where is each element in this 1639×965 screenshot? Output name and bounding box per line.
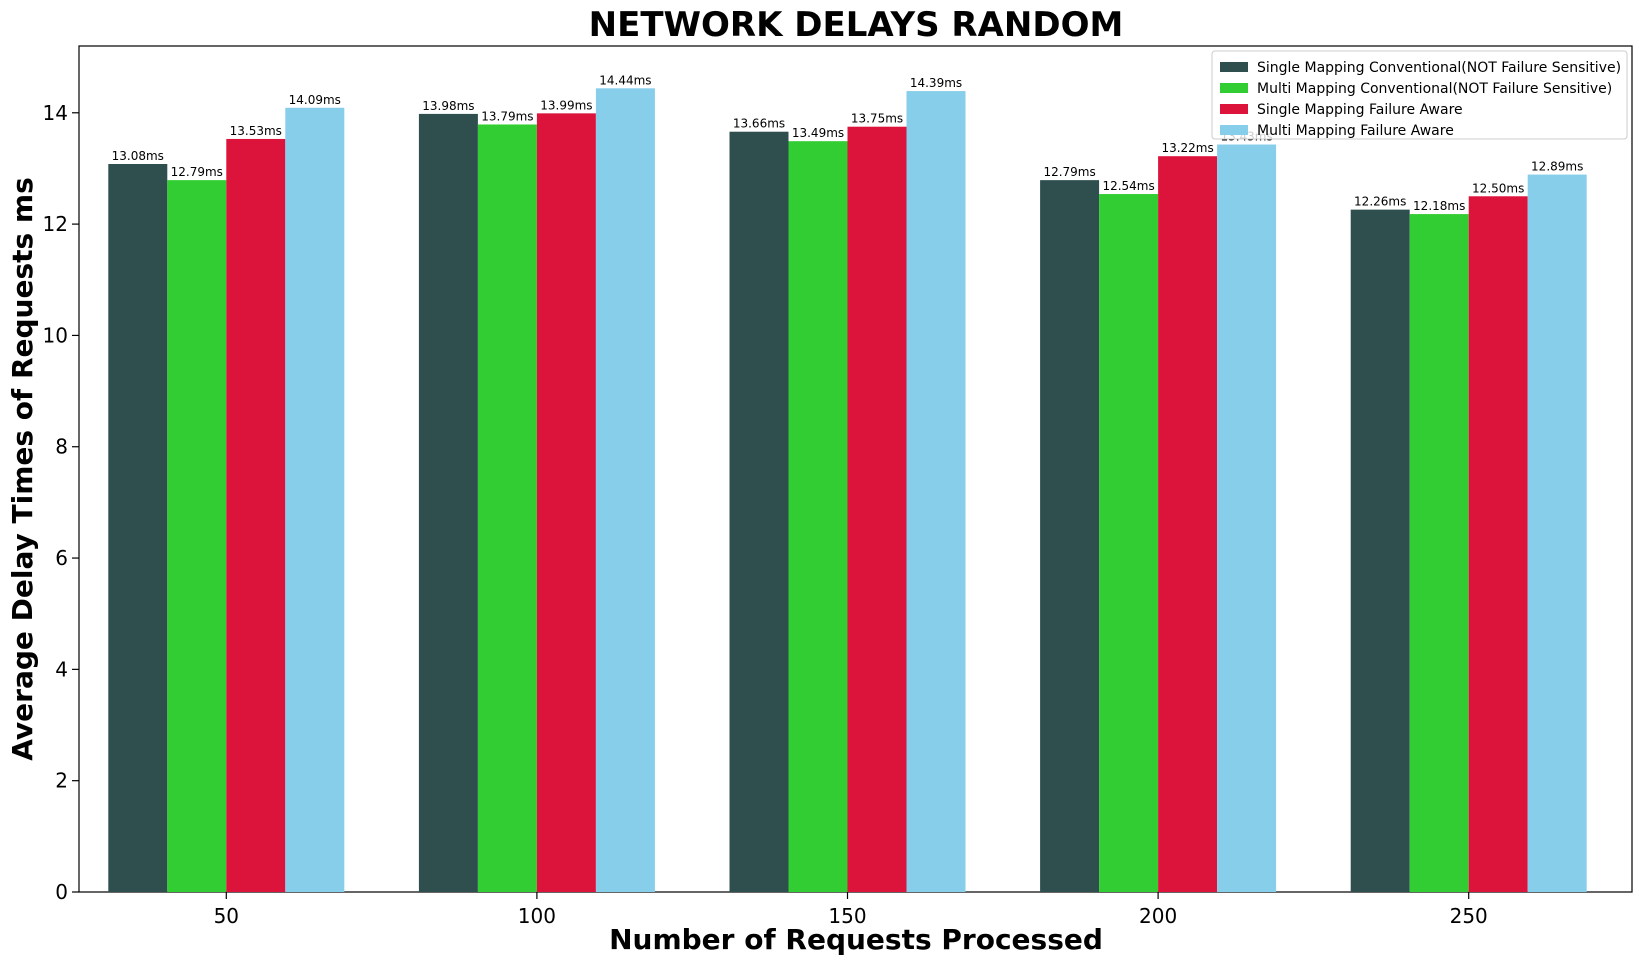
bar-series-3-150 [847, 126, 907, 892]
bar-series-4-50 [285, 107, 345, 892]
bar-value-label: 13.79ms [481, 109, 533, 123]
bar-series-3-250 [1468, 196, 1528, 893]
y-tick-label: 2 [55, 769, 68, 793]
x-axis-ticks: 50 100 150 200 250 [214, 892, 1488, 928]
bar-series-2-50 [167, 180, 227, 893]
legend-swatch [1220, 83, 1248, 93]
legend-box [1211, 50, 1628, 140]
y-tick-label: 14 [43, 101, 68, 125]
bar-series-2-250 [1409, 214, 1469, 892]
bar-value-label: 13.49ms [792, 126, 844, 140]
x-tick-label: 250 [1450, 904, 1488, 928]
bar-series-4-100 [595, 88, 655, 893]
bar-value-label: 12.50ms [1472, 181, 1524, 195]
bar-series-3-200 [1158, 156, 1218, 892]
y-tick-label: 0 [55, 880, 68, 904]
bar-value-label: 14.39ms [910, 76, 962, 90]
bar-series-3-50 [226, 138, 286, 893]
y-axis-label: Average Delay Times of Requests ms [6, 177, 39, 761]
bar-series-4-200 [1217, 144, 1277, 893]
bar-series-2-150 [788, 141, 848, 893]
bar-value-label: 13.08ms [112, 149, 164, 163]
bar-value-label: 13.66ms [733, 117, 785, 131]
bar-value-label: 12.79ms [1043, 165, 1095, 179]
bar-series-4-250 [1527, 174, 1587, 893]
legend-entry-label: Single Mapping Conventional(NOT Failure … [1257, 60, 1621, 76]
bar-value-label: 13.99ms [540, 98, 592, 112]
bars-group [108, 88, 1587, 893]
bar-series-4-150 [906, 91, 966, 893]
bar-value-label: 13.53ms [230, 124, 282, 138]
bar-value-label: 13.75ms [851, 112, 903, 126]
bar-value-label: 12.79ms [171, 165, 223, 179]
x-tick-label: 50 [214, 904, 239, 928]
bar-value-label: 13.98ms [422, 99, 474, 113]
bar-series-1-100 [418, 113, 478, 892]
bar-value-label: 12.26ms [1354, 195, 1406, 209]
legend-swatch [1220, 104, 1248, 114]
legend: Single Mapping Conventional(NOT Failure … [1211, 50, 1628, 140]
x-tick-label: 100 [518, 904, 556, 928]
bar-value-label: 12.54ms [1102, 179, 1154, 193]
legend-swatch [1220, 62, 1248, 72]
bar-value-label: 12.89ms [1531, 160, 1583, 174]
bar-series-1-200 [1040, 180, 1100, 893]
legend-swatch [1220, 125, 1248, 135]
bar-series-1-250 [1350, 209, 1410, 892]
bar-value-label: 12.18ms [1413, 199, 1465, 213]
bar-series-2-100 [477, 124, 537, 892]
x-tick-label: 150 [828, 904, 866, 928]
bar-labels-group: 13.08ms 13.98ms 13.66ms 12.79ms 12.26ms 12.79… [112, 73, 1584, 213]
y-tick-label: 6 [55, 546, 68, 570]
bar-series-2-200 [1099, 194, 1159, 893]
chart-title: NETWORK DELAYS RANDOM [589, 5, 1124, 45]
bar-series-3-100 [536, 113, 596, 892]
bar-series-1-50 [108, 163, 168, 892]
legend-entry-label: Multi Mapping Conventional(NOT Failure S… [1257, 81, 1612, 97]
x-axis-label: Number of Requests Processed [609, 923, 1103, 956]
x-tick-label: 200 [1139, 904, 1177, 928]
bar-value-label: 13.22ms [1161, 141, 1213, 155]
legend-entry-label: Single Mapping Failure Aware [1257, 102, 1463, 118]
y-tick-label: 8 [55, 435, 68, 459]
bar-value-label: 14.09ms [289, 93, 341, 107]
y-tick-label: 12 [43, 212, 68, 236]
bar-value-label: 14.44ms [599, 73, 651, 87]
y-tick-label: 10 [43, 323, 68, 347]
y-tick-label: 4 [55, 657, 68, 681]
bar-series-1-150 [729, 131, 789, 893]
y-axis-ticks: 0 2 4 6 8 10 12 14 [43, 101, 79, 904]
legend-entry-label: Multi Mapping Failure Aware [1257, 123, 1454, 139]
